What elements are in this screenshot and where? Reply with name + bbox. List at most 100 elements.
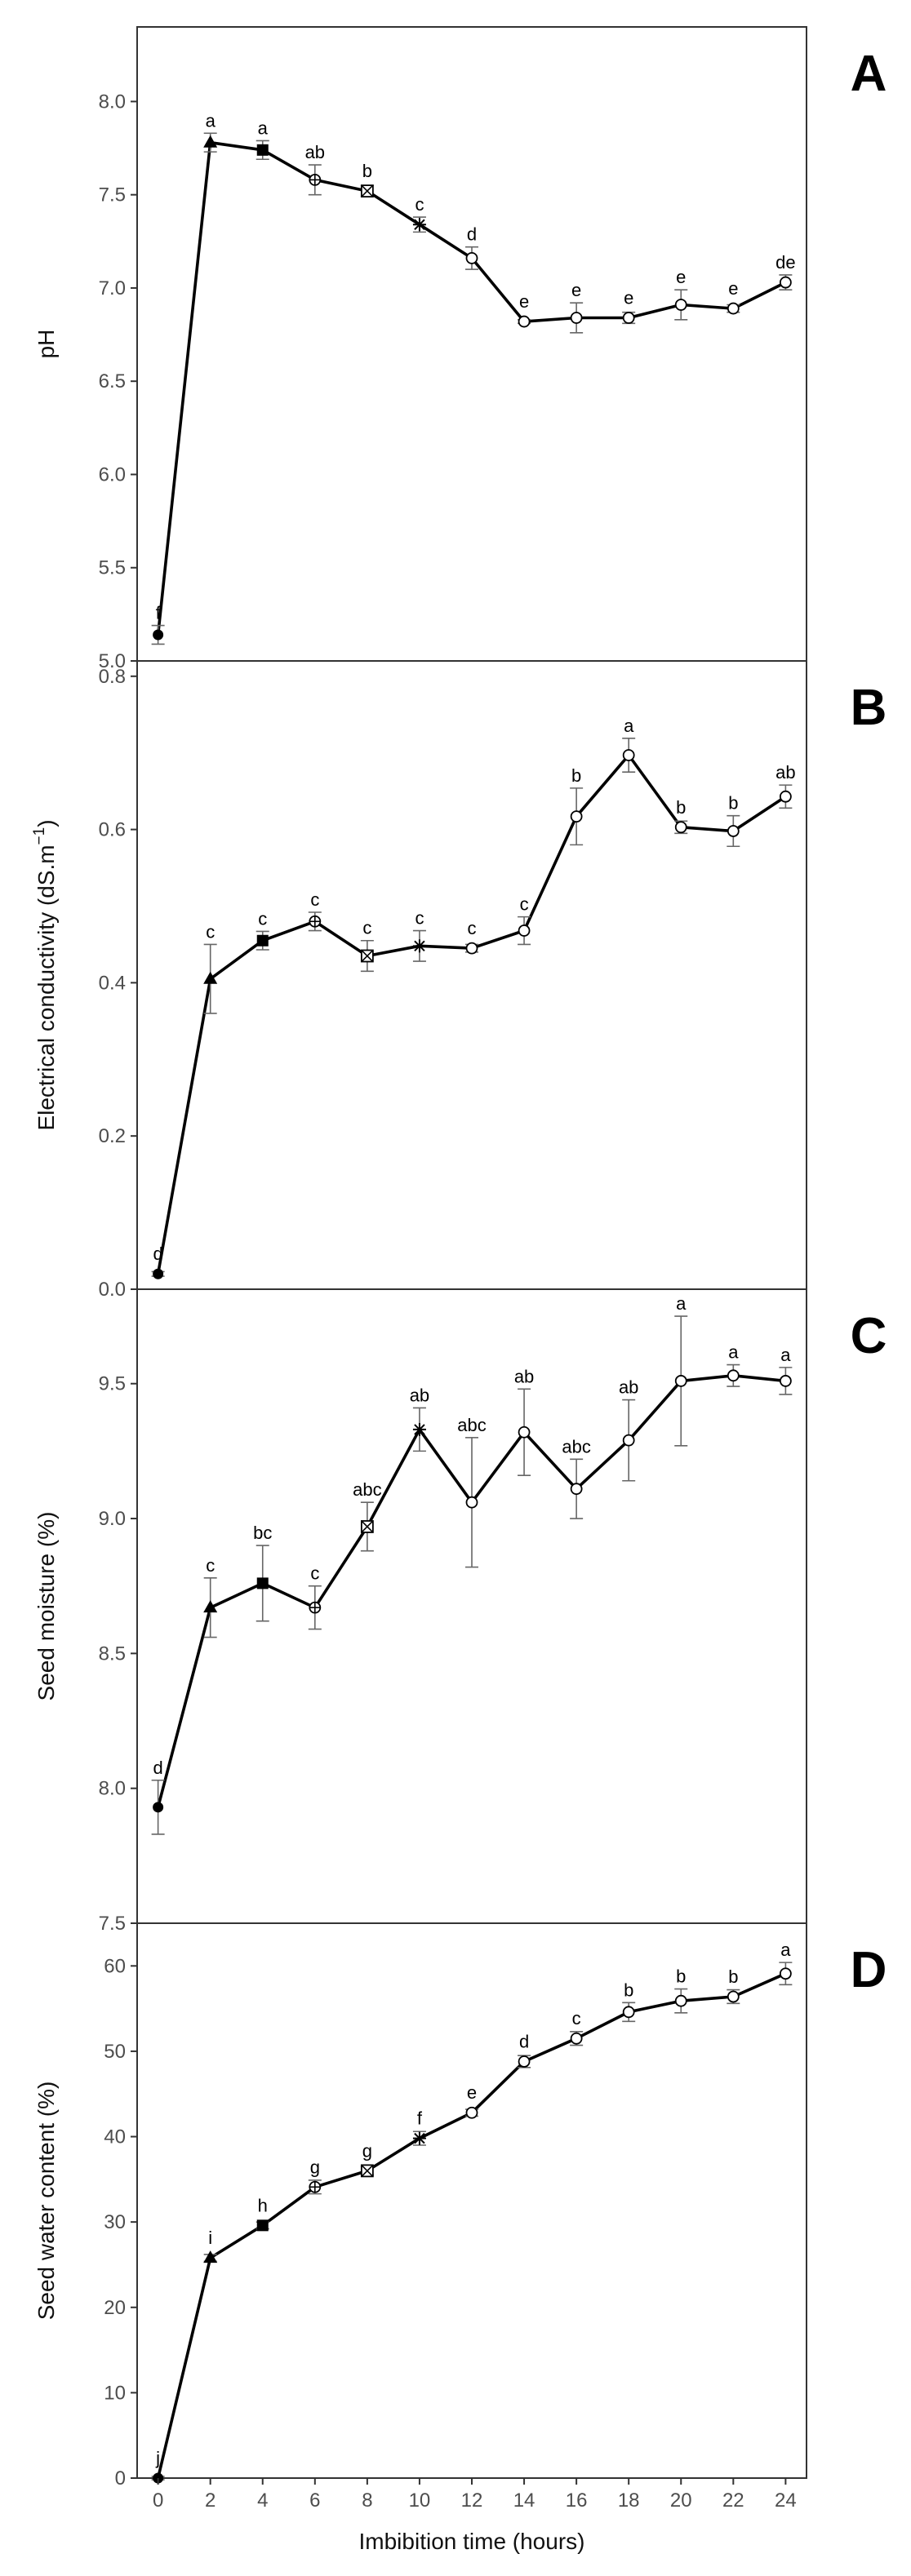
marker-filled-square [256,1577,269,1589]
data-point [622,1434,635,1447]
data-point [153,1802,164,1813]
data-point [622,312,635,324]
marker-open-circle [727,302,740,315]
marker-open-circle [570,312,583,324]
data-point [256,2219,269,2232]
significance-letter: c [468,918,477,938]
panel-letter: B [851,680,887,736]
marker-open-circle [570,1483,583,1496]
significance-letter: a [780,1940,791,1960]
plot-frame [136,660,807,1290]
significance-letter: b [676,1966,686,1987]
significance-letter: c [310,889,319,910]
data-point [360,2164,374,2178]
marker-star-stroke [414,219,425,230]
data-point [518,1425,531,1439]
y-axis-title-text: Electrical conductivity (dS.m [33,845,59,1130]
y-tick-label: 5.5 [99,557,126,579]
data-point [360,1520,374,1533]
y-tick-label: 0.0 [99,1279,126,1301]
marker-open-circle [518,2055,531,2068]
y-tick-label: 20 [104,2297,126,2319]
x-tick-label: 16 [566,2490,588,2512]
x-tick-label: 12 [461,2490,483,2512]
marker-open-circle [727,1990,740,2003]
y-axis-title: Electrical conductivity (dS.m−1) [31,819,59,1130]
marker-open-circle [622,1434,635,1447]
x-tick-label: 22 [722,2490,744,2512]
data-point [779,790,792,803]
significance-letter: abc [562,1436,590,1456]
series-line [156,140,787,636]
marker-square-x-d2 [361,949,374,963]
y-axis-title-text: Seed moisture (%) [33,1512,59,1701]
y-tick-label: 60 [104,1955,126,1977]
significance-letter: b [676,797,686,818]
marker-open-circle [779,1967,792,1980]
data-point [203,1600,218,1613]
x-tick-label: 20 [670,2490,692,2512]
significance-letter: d [153,1758,163,1778]
marker-open-circle [779,790,792,803]
y-tick-label: 7.0 [99,277,126,299]
marker-star-stroke [414,2132,425,2144]
plot-frame [136,26,807,662]
data-point [674,299,687,311]
x-axis-title: Imbibition time (hours) [359,2529,585,2554]
data-point [779,1375,792,1387]
significance-letter: g [362,2140,372,2161]
marker-square-x-d2 [361,184,374,197]
marker-open-circle [622,2006,635,2019]
significance-letter: b [624,1980,633,2000]
y-tick-label: 9.0 [99,1508,126,1530]
significance-letter: d [153,1244,163,1264]
x-tick-label: 4 [257,2490,268,2512]
marker-open-circle [465,2106,478,2119]
y-axis-title: Seed moisture (%) [33,1512,59,1701]
x-tick-label: 14 [513,2490,535,2512]
panel-b: 0.0 0.2 0.4 0.6 0.8 Electrical conductivity (… [31,660,887,1301]
significance-letter: f [417,2108,423,2129]
marker-filled-triangle [203,2250,218,2263]
marker-open-circle [674,821,687,834]
significance-letter: abc [457,1415,486,1435]
marker-filled-triangle [203,1600,218,1613]
significance-letter: d [519,2031,529,2051]
data-point [622,749,635,761]
data-point [465,251,478,264]
significance-letter: i [208,2228,212,2248]
marker-open-circle [518,1425,531,1439]
y-tick-label: 9.5 [99,1373,126,1395]
y-axis-title-text: pH [33,330,59,359]
data-point [412,2131,426,2145]
significance-letter: a [624,716,634,736]
significance-letter: a [676,1293,687,1314]
significance-letter: e [728,278,738,299]
series-line [156,1972,787,2479]
x-tick-label: 18 [618,2490,640,2512]
data-point [256,144,269,156]
significance-letter: c [415,194,424,215]
plot-frame [136,1288,807,1924]
significance-letter: c [362,918,371,938]
significance-letter: h [258,2195,268,2215]
marker-square-x-d2 [361,1520,374,1533]
significance-letter: e [519,291,529,312]
panel-letter: C [851,1308,887,1364]
x-tick-label: 8 [362,2490,372,2512]
y-tick-label: 0 [115,2467,126,2490]
data-point [570,810,583,823]
data-point [309,1601,322,1614]
marker-open-circle [465,251,478,264]
marker-filled-square [256,2219,269,2232]
significance-letter: c [258,908,267,929]
significance-letter: ab [619,1377,638,1398]
x-tick-label: 2 [205,2490,216,2512]
data-point [153,1268,164,1279]
data-point [465,1496,478,1509]
data-point [570,312,583,324]
marker-open-circle [779,276,792,289]
y-axis-title-superscript: −1 [31,827,48,845]
data-point [309,2180,322,2193]
